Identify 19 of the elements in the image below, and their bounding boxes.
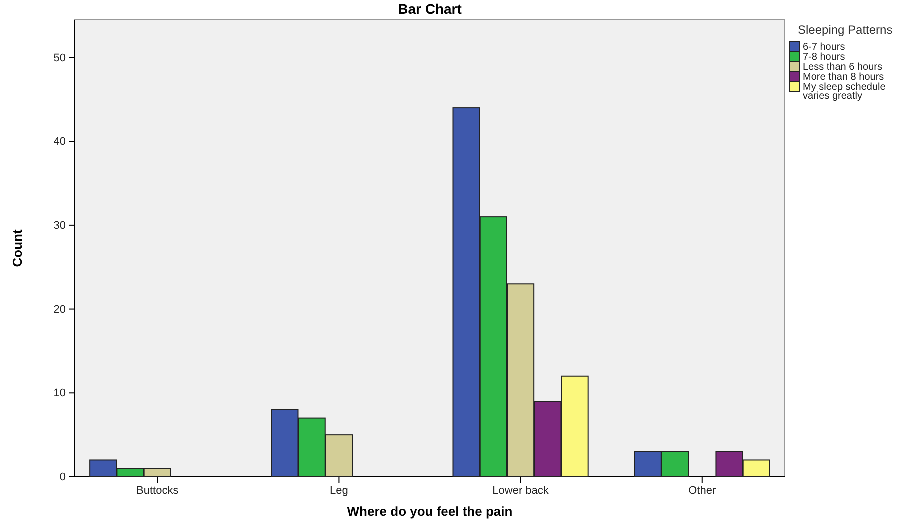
chart-title: Bar Chart <box>398 1 462 17</box>
y-tick-label: 30 <box>54 220 66 232</box>
x-tick-label: Leg <box>330 484 348 497</box>
y-tick-label: 10 <box>54 388 66 400</box>
legend-title: Sleeping Patterns <box>798 23 893 37</box>
y-tick-label: 40 <box>54 136 66 148</box>
x-axis-title: Where do you feel the pain <box>347 504 513 519</box>
y-tick-label: 20 <box>54 304 66 316</box>
legend-label: Less than 6 hours <box>803 62 882 73</box>
y-axis-title: Count <box>10 229 25 268</box>
legend-label: My sleep schedule varies greatly <box>803 82 886 102</box>
legend-label: 7-8 hours <box>803 52 846 63</box>
y-tick-label: 50 <box>54 52 66 64</box>
y-tick-label: 0 <box>60 472 66 484</box>
legend-label: 6-7 hours <box>803 42 846 53</box>
x-tick-label: Lower back <box>492 484 550 497</box>
x-tick-label: Buttocks <box>136 484 180 497</box>
x-tick-label: Other <box>688 484 716 497</box>
legend-label: More than 8 hours <box>803 72 884 83</box>
